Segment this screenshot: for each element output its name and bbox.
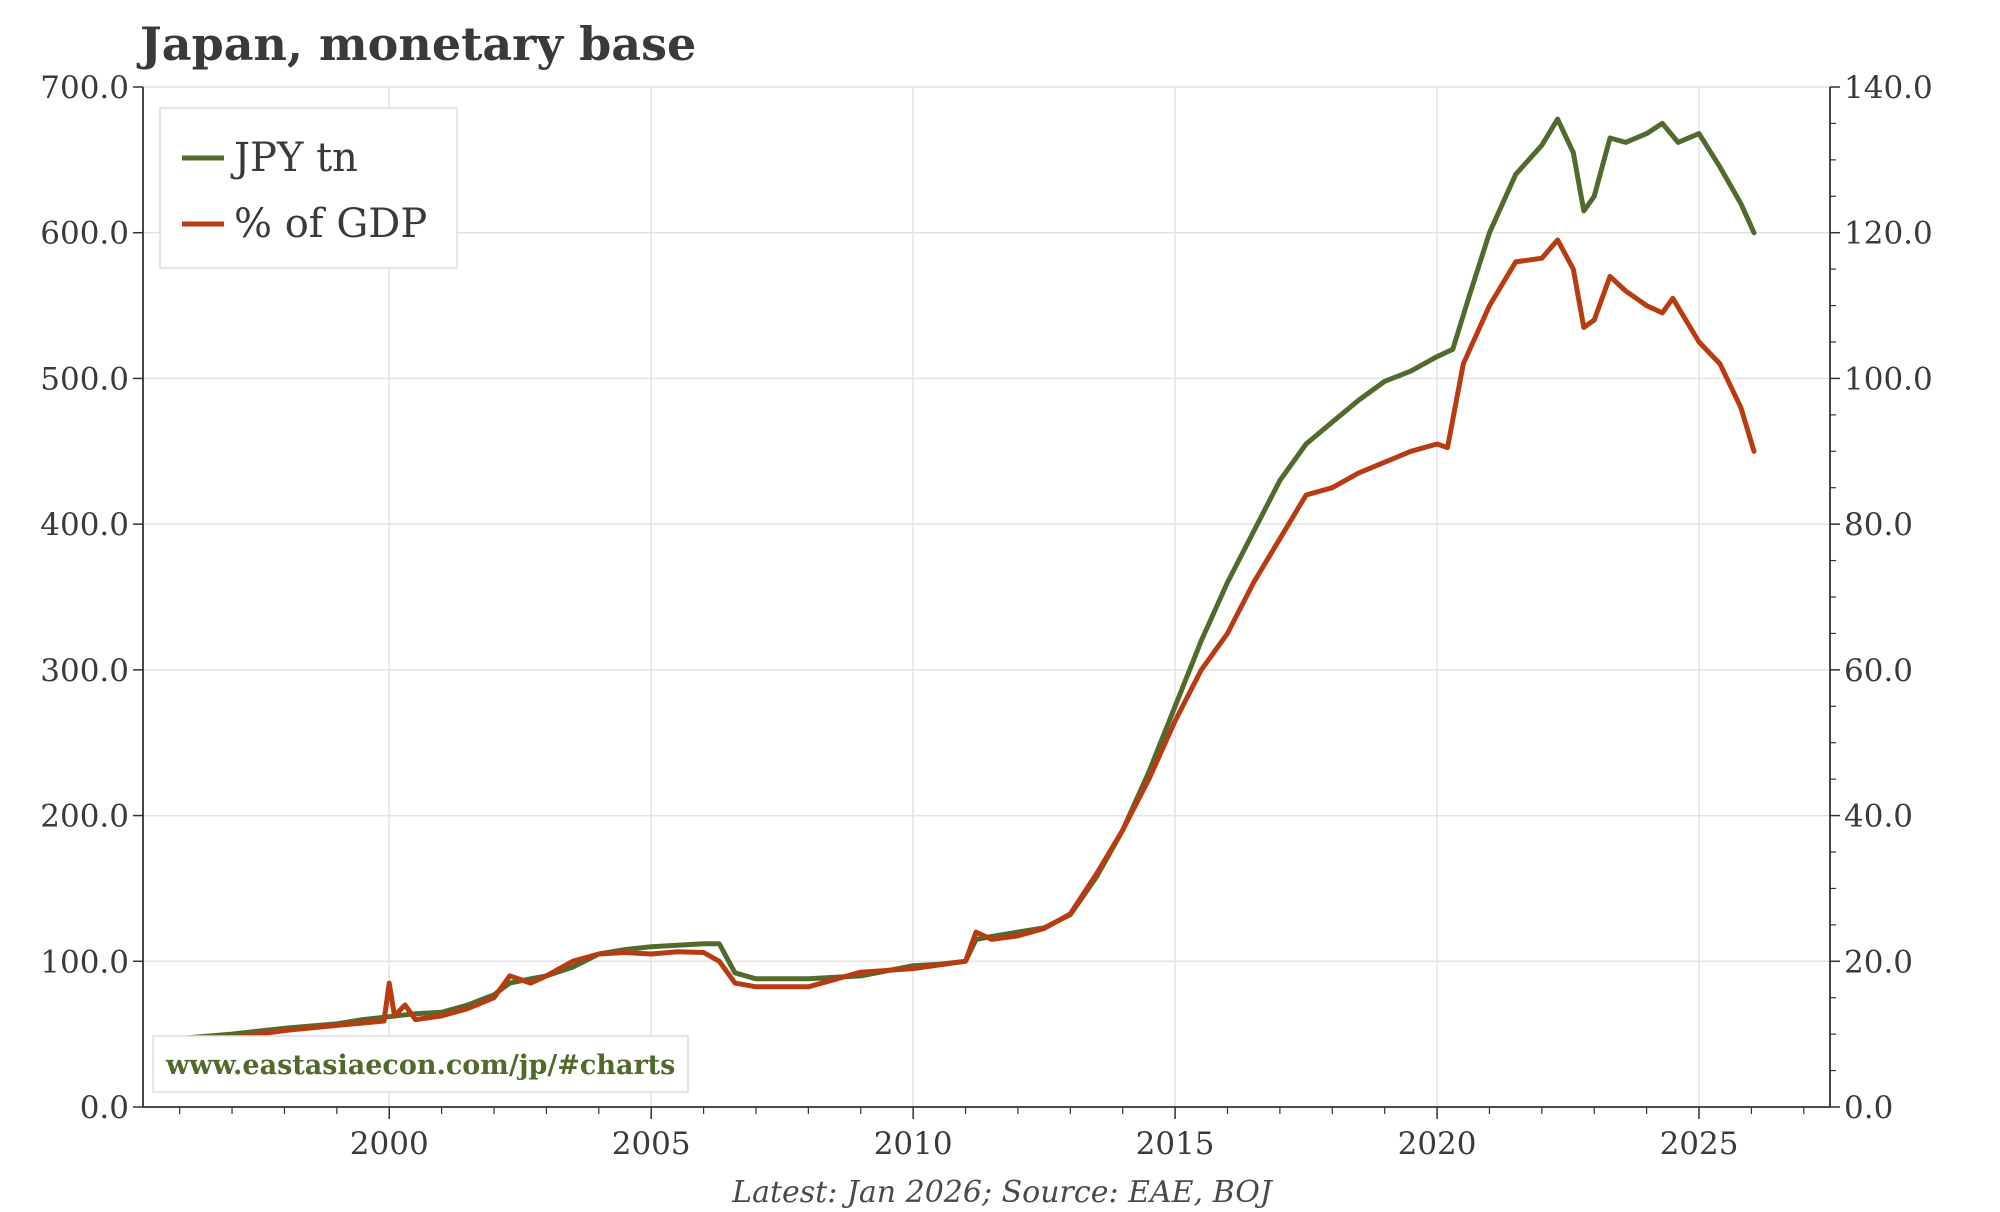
gridlines: [143, 86, 1830, 1108]
y-right-tick-label: 100.0: [1844, 361, 1933, 397]
legend-label-pct-gdp: % of GDP: [234, 201, 427, 247]
chart-title: Japan, monetary base: [136, 17, 696, 71]
y-right-tick-label: 120.0: [1844, 216, 1933, 252]
legend: JPY tn % of GDP: [159, 107, 458, 269]
y-right-tick-label: 40.0: [1844, 799, 1913, 835]
y-left-tick-label: 200.0: [40, 799, 129, 835]
legend-box: [159, 107, 458, 269]
watermark-frame: [152, 1035, 689, 1093]
x-tick-label: 2025: [1660, 1126, 1739, 1162]
y-left-tick-label: 600.0: [40, 216, 129, 252]
x-tick-label: 2015: [1136, 1126, 1215, 1162]
y-left-tick-label: 100.0: [40, 944, 129, 980]
y-left-tick-label: 300.0: [40, 653, 129, 689]
y-left-tick-label: 500.0: [40, 361, 129, 397]
axes: 0.0 100.0 200.0 300.0 400.0 500.0 600.0 700.0 0.…: [40, 70, 1933, 1162]
x-tick-label: 2000: [350, 1126, 429, 1162]
y-right-tick-label: 80.0: [1844, 507, 1913, 543]
y-right-tick-label: 140.0: [1844, 70, 1933, 106]
x-tick-label: 2005: [612, 1126, 691, 1162]
watermark: www.eastasiaecon.com/jp/#charts: [165, 1050, 675, 1081]
y-left-tick-label: 700.0: [40, 70, 129, 106]
legend-label-jpy-tn: JPY tn: [230, 135, 358, 181]
y-left-tick-label: 400.0: [40, 507, 129, 543]
y-right-tick-label: 60.0: [1844, 653, 1913, 689]
y-right-tick-label: 0.0: [1844, 1090, 1893, 1126]
x-tick-label: 2020: [1398, 1126, 1477, 1162]
series-line-pct-of-gdp: [203, 237, 1757, 1044]
series-layer: [177, 116, 1757, 1044]
y-right-tick-label: 20.0: [1844, 944, 1913, 980]
x-tick-label: 2010: [874, 1126, 953, 1162]
y-left-tick-label: 0.0: [80, 1090, 129, 1126]
chart-footer: Latest: Jan 2026; Source: EAE, BOJ: [731, 1175, 1274, 1210]
watermark-box: www.eastasiaecon.com/jp/#charts: [152, 1035, 689, 1093]
